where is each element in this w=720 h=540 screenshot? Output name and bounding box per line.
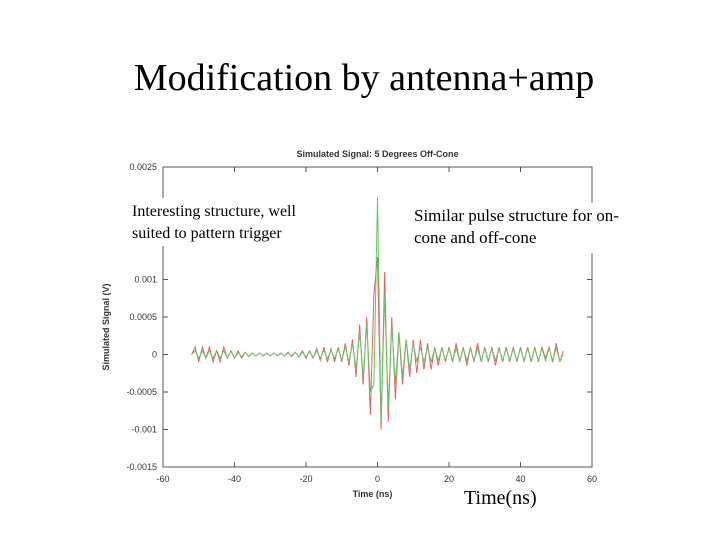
annotation-text: cone and off-cone bbox=[414, 228, 536, 247]
x-axis-label: Time (ns) bbox=[353, 489, 393, 499]
annotation-text: suited to pattern trigger bbox=[132, 225, 282, 242]
x-tick-label: 0 bbox=[375, 474, 380, 484]
annotation-text: Similar pulse structure for on- bbox=[414, 206, 619, 225]
slide-title: Modification by antenna+amp bbox=[134, 57, 594, 99]
y-tick-label: 0 bbox=[152, 350, 157, 360]
annotations: Interesting structure, well suited to pat… bbox=[128, 198, 660, 514]
annotation-text: Interesting structure, well bbox=[132, 203, 297, 220]
signal-line bbox=[191, 196, 564, 423]
y-axis-label: Simulated Signal (V) bbox=[101, 283, 111, 370]
x-tick-label: -40 bbox=[228, 474, 241, 484]
y-tick-label: -0.001 bbox=[131, 425, 157, 435]
x-tick-label: 20 bbox=[444, 474, 454, 484]
y-tick-label: -0.0015 bbox=[126, 462, 157, 472]
y-tick-label: 0.0025 bbox=[129, 162, 157, 172]
x-tick-label: 60 bbox=[587, 474, 597, 484]
signal-line bbox=[191, 256, 564, 430]
annotation-box bbox=[410, 203, 660, 253]
annotation-text: Time(ns) bbox=[464, 487, 537, 509]
x-tick-label: 40 bbox=[515, 474, 525, 484]
x-tick-label: -20 bbox=[299, 474, 312, 484]
annotation-box bbox=[128, 198, 340, 246]
annotation-box bbox=[460, 486, 570, 514]
x-tick-label: -60 bbox=[156, 474, 169, 484]
y-tick-label: 0.0005 bbox=[129, 312, 157, 322]
y-tick-label: -0.0005 bbox=[126, 387, 157, 397]
chart-title: Simulated Signal: 5 Degrees Off-Cone bbox=[296, 149, 458, 159]
y-tick-label: 0.001 bbox=[134, 275, 157, 285]
